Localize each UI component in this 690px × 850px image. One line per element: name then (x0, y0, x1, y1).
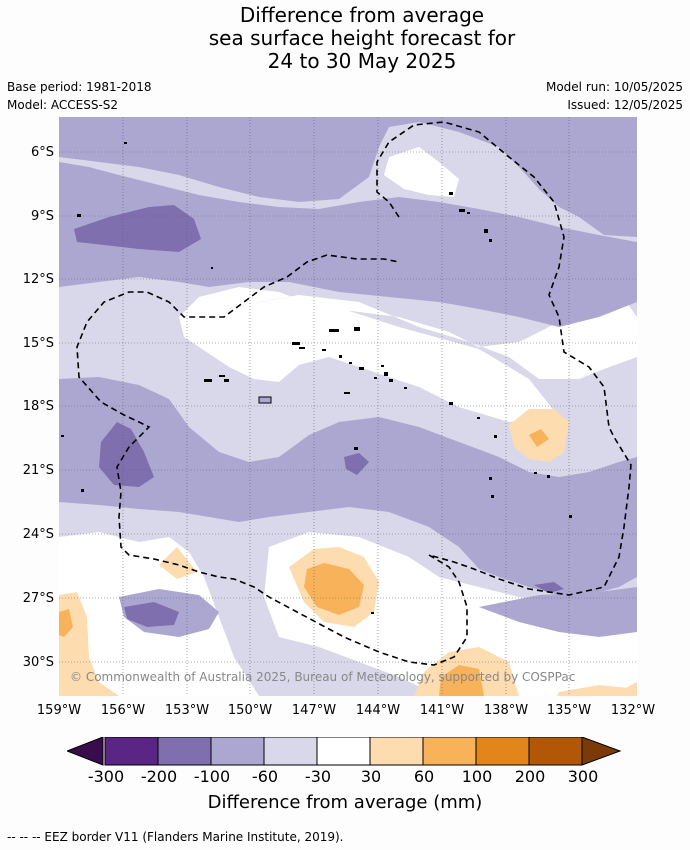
colorbar-label: Difference from average (mm) (207, 792, 483, 813)
colorbar-tick: -60 (251, 767, 279, 786)
lat-label: 24°S (22, 527, 54, 542)
anomaly-region-positive (624, 682, 637, 696)
colorbar-tick: -30 (304, 767, 332, 786)
lon-label: 144°W (355, 703, 401, 718)
colorbar (67, 737, 622, 766)
anomaly-region-neutral (384, 147, 459, 197)
title-line-3: 24 to 30 May 2025 (267, 49, 457, 73)
lat-label: 21°S (22, 463, 54, 478)
colorbar-bin (263, 737, 318, 766)
colorbar-tick: 200 (514, 767, 546, 786)
colorbar-tick: -300 (87, 767, 125, 786)
lon-label: 159°W (36, 703, 82, 718)
colorbar-extend-high (581, 737, 622, 766)
meta-right: Model run: 10/05/2025 Issued: 12/05/2025 (546, 78, 683, 114)
anomaly-region-positive (159, 547, 197, 579)
islands (61, 142, 572, 614)
lon-label: 156°W (100, 703, 146, 718)
colorbar-bin (422, 737, 477, 766)
anomaly-region-strong-negative (74, 205, 201, 252)
title-line-2: sea surface height forecast for (208, 26, 516, 50)
colorbar-bin (528, 737, 583, 766)
colorbar-tick: -100 (193, 767, 231, 786)
eez-border (76, 121, 632, 666)
colorbar-bin (157, 737, 212, 766)
anomaly-region-positive (557, 685, 637, 696)
map-title: Difference from average sea surface heig… (0, 4, 690, 73)
anomaly-region-strong-negative (534, 582, 564, 593)
lat-label: 9°S (30, 209, 54, 224)
model-text: Model: ACCESS-S2 (7, 98, 119, 112)
base-period-text: Base period: 1981-2018 (7, 80, 152, 94)
anomaly-region-neutral (179, 295, 559, 422)
anomaly-region-negative (59, 377, 637, 595)
colorbar-tick: 300 (567, 767, 599, 786)
lon-label: 147°W (291, 703, 337, 718)
lon-label: 153°W (164, 703, 210, 718)
anomaly-region-negative (59, 117, 637, 237)
colorbar-tick: -200 (140, 767, 178, 786)
colorbar-tick: 30 (360, 767, 382, 786)
colorbar-bin (210, 737, 265, 766)
anomaly-region-negative (59, 162, 637, 327)
issued-text: Issued: 12/05/2025 (567, 98, 683, 112)
colorbar-extend-low (67, 737, 104, 766)
sea-level-map (59, 117, 637, 696)
lat-label: 18°S (22, 399, 54, 414)
lat-label: 15°S (22, 336, 54, 351)
anomaly-region-strong-positive (304, 563, 364, 615)
eez-legend-note: -- -- -- EEZ border V11 (Flanders Marine… (7, 830, 344, 844)
lon-label: 132°W (610, 703, 656, 718)
anomaly-region-positive (59, 592, 119, 696)
lat-label: 6°S (30, 145, 54, 160)
map-graphic (59, 117, 637, 696)
colorbar-bin (475, 737, 530, 766)
anomaly-region-strong-negative (124, 602, 179, 627)
title-line-1: Difference from average (239, 3, 485, 27)
colorbar-tick: 100 (461, 767, 493, 786)
model-run-text: Model run: 10/05/2025 (545, 80, 683, 94)
lon-label: 135°W (546, 703, 592, 718)
lat-label: 12°S (22, 272, 54, 287)
anomaly-region-neutral (179, 287, 637, 379)
anomaly-region-strong-positive (59, 609, 73, 637)
meta-left: Base period: 1981-2018 Model: ACCESS-S2 (7, 78, 152, 114)
colorbar-bin (316, 737, 371, 766)
colorbar-bin (104, 737, 159, 766)
anomaly-region-strong-positive (439, 665, 484, 696)
colorbar-tick: 60 (413, 767, 435, 786)
lon-label: 138°W (483, 703, 529, 718)
anomaly-region-strong-negative (344, 453, 369, 475)
lon-label: 150°W (227, 703, 273, 718)
copyright-notice: © Commonwealth of Australia 2025, Bureau… (70, 670, 576, 684)
graticule (59, 117, 637, 696)
anomaly-region-negative (479, 587, 637, 637)
lat-label: 30°S (22, 655, 54, 670)
colorbar-bin (369, 737, 424, 766)
lat-label: 27°S (22, 591, 54, 606)
anomaly-region-strong-positive (529, 429, 549, 447)
lon-label: 141°W (419, 703, 465, 718)
anomaly-region-strong-negative (99, 422, 154, 487)
